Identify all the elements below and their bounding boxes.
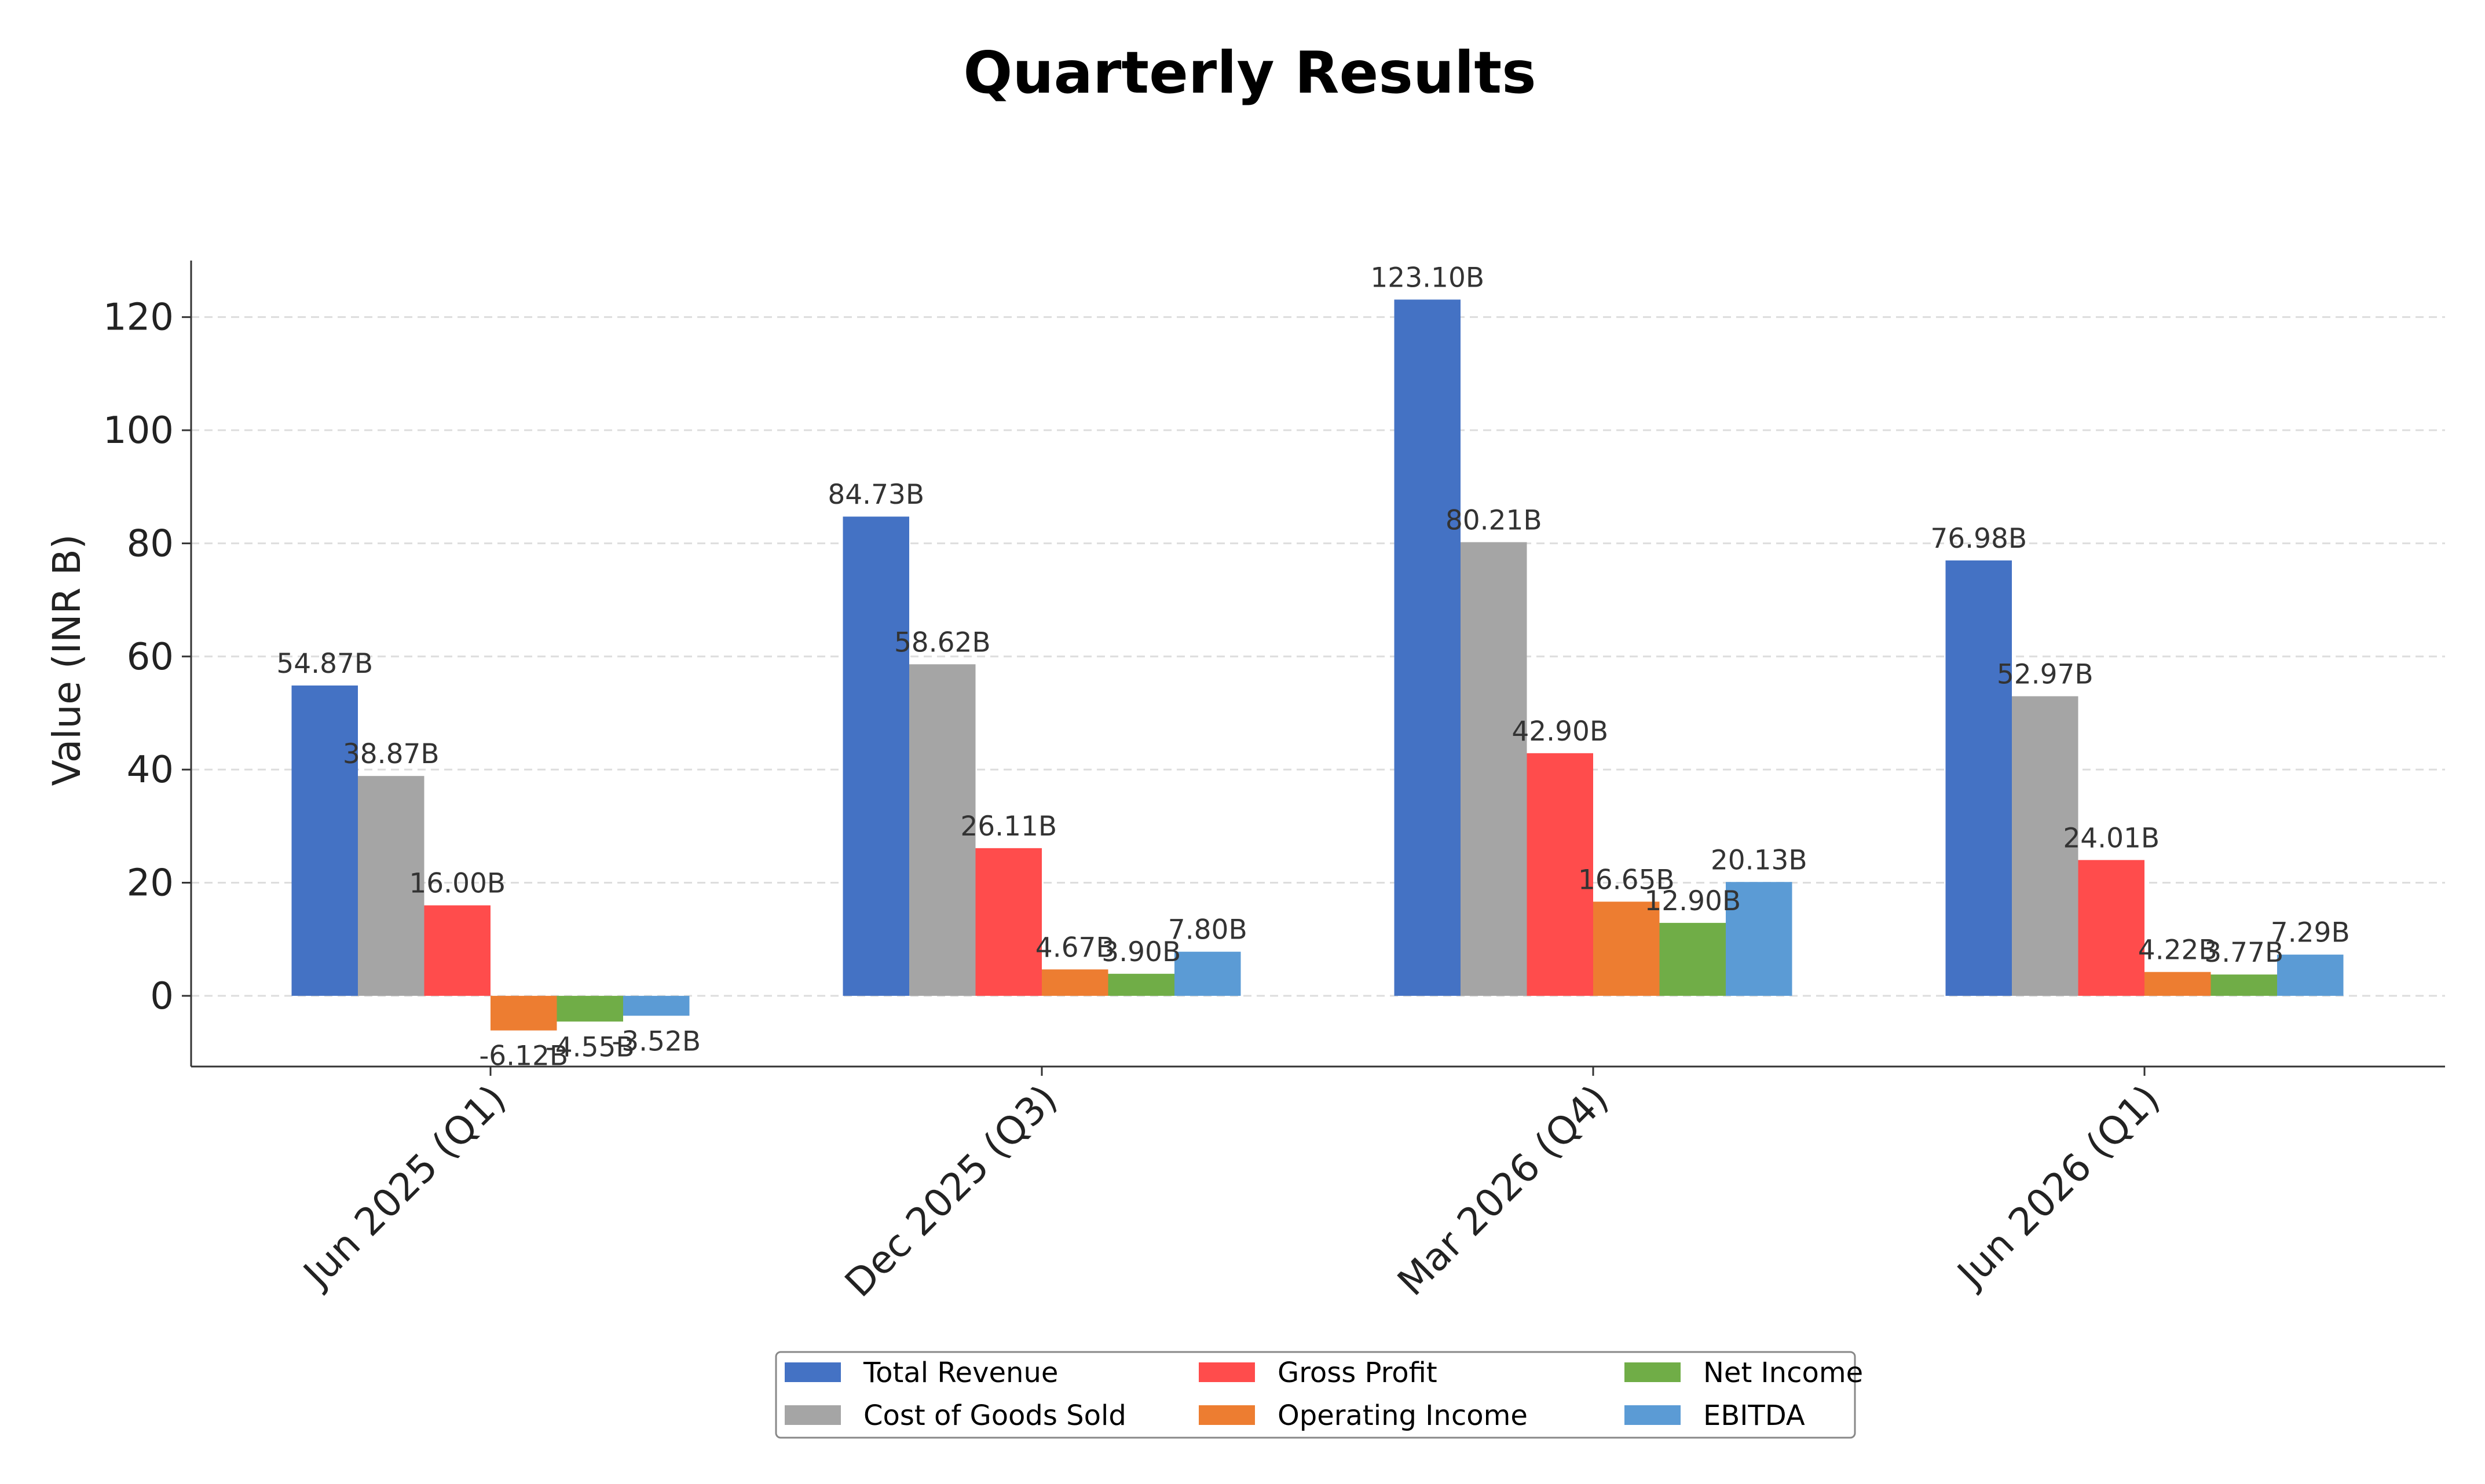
data-label: 76.98B bbox=[1930, 523, 2027, 555]
data-label: 20.13B bbox=[1711, 844, 1807, 876]
y-tick-label: 80 bbox=[127, 522, 174, 565]
y-tick-label: 0 bbox=[150, 975, 174, 1018]
data-label: 4.67B bbox=[1035, 932, 1115, 963]
bar bbox=[843, 516, 909, 996]
bar bbox=[1527, 753, 1593, 996]
data-label: 3.90B bbox=[1101, 936, 1181, 968]
data-label: 7.80B bbox=[1168, 914, 1247, 946]
bar bbox=[291, 685, 358, 996]
bar bbox=[491, 995, 557, 1031]
data-label: 16.65B bbox=[1578, 864, 1675, 896]
bar bbox=[1726, 882, 1792, 996]
bar bbox=[1042, 969, 1108, 996]
bar bbox=[1108, 973, 1174, 996]
y-tick-label: 20 bbox=[127, 862, 174, 905]
bar bbox=[358, 776, 424, 996]
legend-label: Total Revenue bbox=[863, 1357, 1058, 1389]
bar bbox=[623, 995, 690, 1016]
data-label: 4.22B bbox=[2138, 935, 2217, 966]
bars bbox=[291, 299, 2344, 1031]
y-axis-label: Value (INR B) bbox=[45, 534, 89, 786]
legend-swatch bbox=[1199, 1362, 1255, 1382]
bar bbox=[2277, 954, 2344, 996]
data-label: 84.73B bbox=[828, 479, 924, 511]
data-label: 58.62B bbox=[894, 626, 991, 658]
bar bbox=[424, 905, 491, 996]
legend-swatch bbox=[1624, 1405, 1681, 1425]
bar bbox=[1461, 542, 1527, 996]
bar bbox=[975, 848, 1042, 996]
y-tick-label: 100 bbox=[103, 409, 174, 452]
legend-label: Net Income bbox=[1703, 1357, 1863, 1389]
bar bbox=[2144, 972, 2211, 996]
bar bbox=[2210, 974, 2277, 996]
legend-swatch bbox=[1199, 1405, 1255, 1425]
legend-swatch bbox=[785, 1405, 841, 1425]
data-label: 80.21B bbox=[1445, 504, 1542, 536]
bar bbox=[1174, 951, 1241, 996]
data-label: 12.90B bbox=[1644, 885, 1741, 917]
bar bbox=[2012, 696, 2078, 996]
data-label: 24.01B bbox=[2063, 822, 2160, 854]
data-label: 38.87B bbox=[343, 738, 440, 770]
y-tick-label: 40 bbox=[127, 749, 174, 792]
data-label: 16.00B bbox=[409, 868, 506, 900]
data-label: 26.11B bbox=[960, 811, 1057, 842]
legend-label: EBITDA bbox=[1703, 1399, 1805, 1432]
legend-label: Cost of Goods Sold bbox=[863, 1399, 1126, 1432]
legend-swatch bbox=[785, 1362, 841, 1382]
bar bbox=[557, 995, 623, 1022]
data-label: 123.10B bbox=[1370, 262, 1484, 294]
legend: Total Revenue Cost of Goods Sold Gross Pro… bbox=[775, 1351, 1863, 1439]
data-label: -3.52B bbox=[612, 1025, 701, 1057]
data-label: 7.29B bbox=[2271, 917, 2350, 949]
y-tick-label: 60 bbox=[127, 636, 174, 679]
legend-box bbox=[775, 1351, 1856, 1439]
data-label: 52.97B bbox=[1997, 658, 2094, 690]
legend-label: Operating Income bbox=[1278, 1399, 1528, 1432]
data-label: -4.55B bbox=[546, 1031, 635, 1063]
legend-label: Gross Profit bbox=[1278, 1357, 1437, 1389]
bar bbox=[1945, 560, 2012, 996]
data-label: 3.77B bbox=[2204, 937, 2283, 969]
bar bbox=[909, 664, 976, 996]
legend-swatch bbox=[1624, 1362, 1681, 1382]
chart-title: Quarterly Results bbox=[963, 39, 1536, 107]
data-label: 54.87B bbox=[276, 648, 373, 680]
bar bbox=[1593, 902, 1660, 996]
y-tick-label: 120 bbox=[103, 296, 174, 339]
bar bbox=[1394, 299, 1461, 996]
data-labels: 54.87B38.87B16.00B-6.12B-4.55B-3.52B84.7… bbox=[276, 262, 2349, 1072]
bar bbox=[2078, 860, 2144, 996]
bar bbox=[1659, 922, 1726, 996]
data-label: 42.90B bbox=[1512, 716, 1608, 748]
